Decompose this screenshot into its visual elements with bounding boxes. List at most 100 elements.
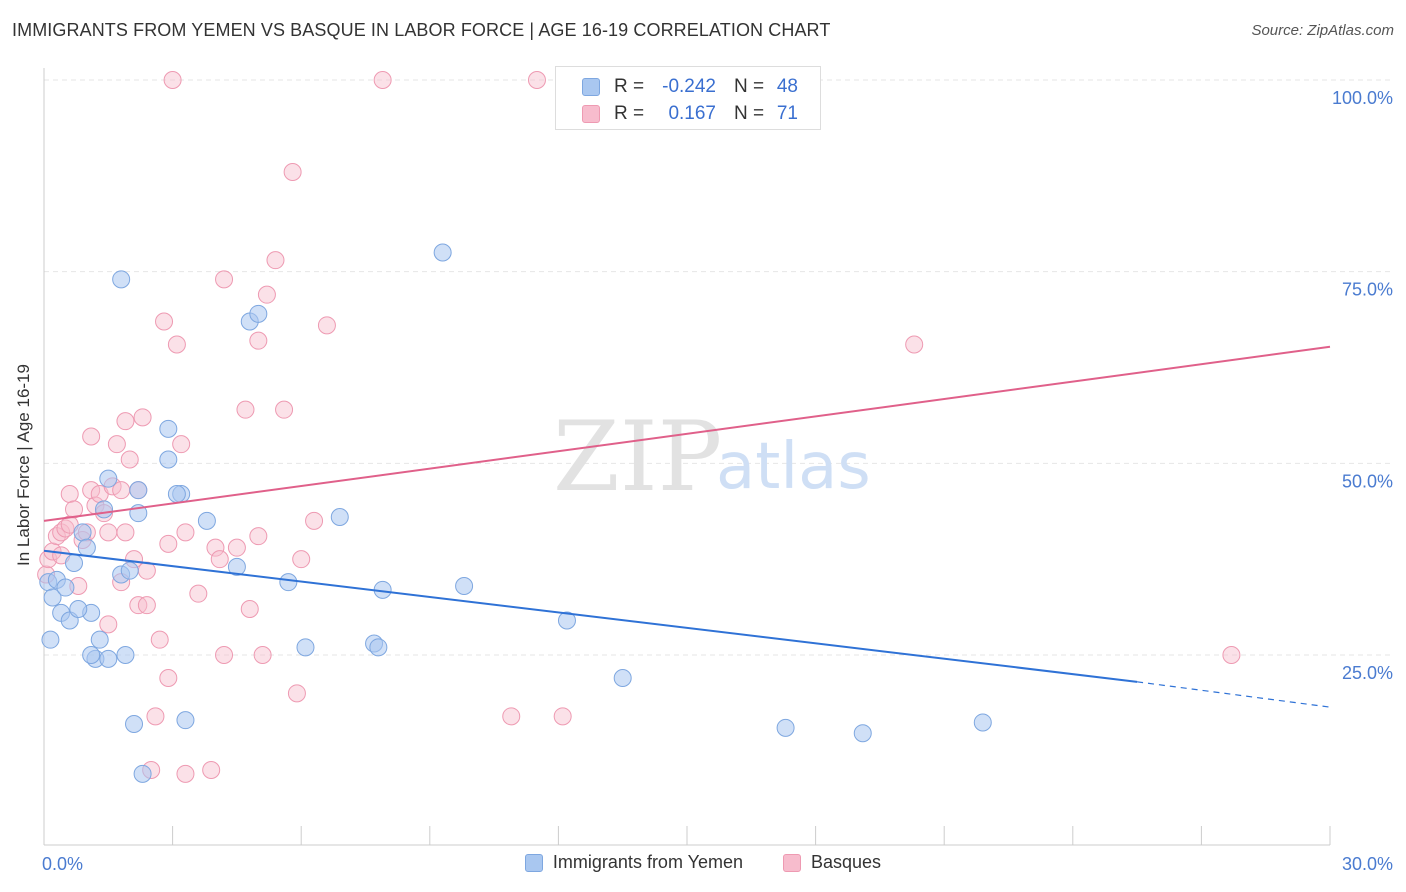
yemen-point [279,573,298,592]
basques-point [99,523,118,542]
basques-point [159,669,178,687]
basques-point [215,646,234,664]
yemen-trend-line [43,549,1138,683]
legend-label-yemen: Immigrants from Yemen [552,852,743,872]
n-label: N = [734,103,765,124]
y-tick-label: 100.0% [1332,88,1393,108]
basques-point [189,584,208,603]
basques-point [167,335,186,354]
gridlines [44,79,1392,656]
watermark: ZIP atlas [553,401,871,513]
legend-item-yemen[interactable]: Immigrants from Yemen [524,852,743,873]
yemen-point [227,557,246,576]
trend-lines [43,345,1331,708]
basques-point [287,684,306,703]
yemen-point [73,523,92,542]
yemen-point [56,578,75,597]
legend-swatch-yemen [524,853,543,872]
yemen-point [853,724,872,743]
watermark-atlas: atlas [716,430,871,504]
basques-point [133,408,152,427]
basques-point [155,312,174,331]
basques-point [236,400,255,419]
basques-point [60,485,79,503]
basques-point [65,500,84,519]
yemen-point [65,554,84,572]
basques-point [210,550,229,569]
yemen-point [369,638,388,657]
yemen-point [455,577,474,595]
r-label: R = [614,103,645,124]
basques-point [257,285,276,304]
yemen-point [613,669,632,687]
axes [43,68,1331,846]
yemen-points [39,243,992,783]
yemen-trend-extension [1137,681,1331,708]
basques-point [905,335,924,354]
basques-point [1222,646,1241,664]
basques-point [283,163,302,181]
yemen-point [116,646,135,664]
basques-point [240,600,259,618]
yemen-point [296,638,315,657]
basques-point [150,630,169,649]
y-tick-label: 50.0% [1342,471,1393,491]
basques-point [292,550,311,569]
basques-points [37,71,1241,783]
yemen-point [159,450,178,469]
yemen-point [99,649,118,668]
yemen-point [77,538,96,557]
yemen-point [43,588,62,607]
yemen-point [99,469,118,488]
basques-point [120,450,139,469]
basques-point [202,761,221,779]
basques-point [176,764,195,783]
r-label: R = [614,76,645,97]
basques-point [215,270,234,289]
basques-point [116,523,135,542]
yemen-point [330,508,349,526]
legend-label-basques: Basques [811,852,882,872]
yemen-point [129,481,148,500]
yemen-point [197,511,216,530]
yemen-point [776,718,795,737]
yemen-point [176,711,195,730]
legend-item-basques[interactable]: Basques [783,852,881,873]
basques-point [107,435,126,454]
basques-point [99,615,118,634]
basques-point [116,412,135,431]
basques-point [527,71,546,89]
basques-point [253,646,272,664]
watermark-zip: ZIP [553,401,722,513]
basques-point [146,707,165,726]
x-tick-label: 0.0% [42,854,83,874]
basques-point [373,71,392,89]
basques-point [206,538,225,557]
basques-point [305,511,324,530]
x-tick-label: 30.0% [1342,854,1393,874]
yemen-point [120,561,139,580]
y-tick-label: 75.0% [1342,280,1393,300]
yemen-point [159,419,178,438]
r-value-basques: 0.167 [668,103,716,124]
basques-point [227,538,246,557]
yemen-point [973,713,992,732]
basques-point [137,596,156,615]
tick-labels: 25.0% 50.0% 75.0% 100.0% 0.0% 30.0% [42,88,1393,874]
basques-point [176,523,195,542]
basques-point [163,71,182,89]
basques-point [82,427,101,446]
r-value-yemen: -0.242 [662,76,716,97]
basques-point [502,707,521,726]
yemen-point [167,485,186,503]
yemen-point [557,611,576,630]
yemen-point [95,500,114,519]
n-value-basques: 71 [776,103,798,124]
stats-swatch-yemen [582,78,600,96]
legend-swatch-basques [783,853,801,872]
basques-point [159,534,178,553]
n-label: N = [734,76,765,97]
basques-point [266,251,285,270]
yemen-point [90,630,109,649]
